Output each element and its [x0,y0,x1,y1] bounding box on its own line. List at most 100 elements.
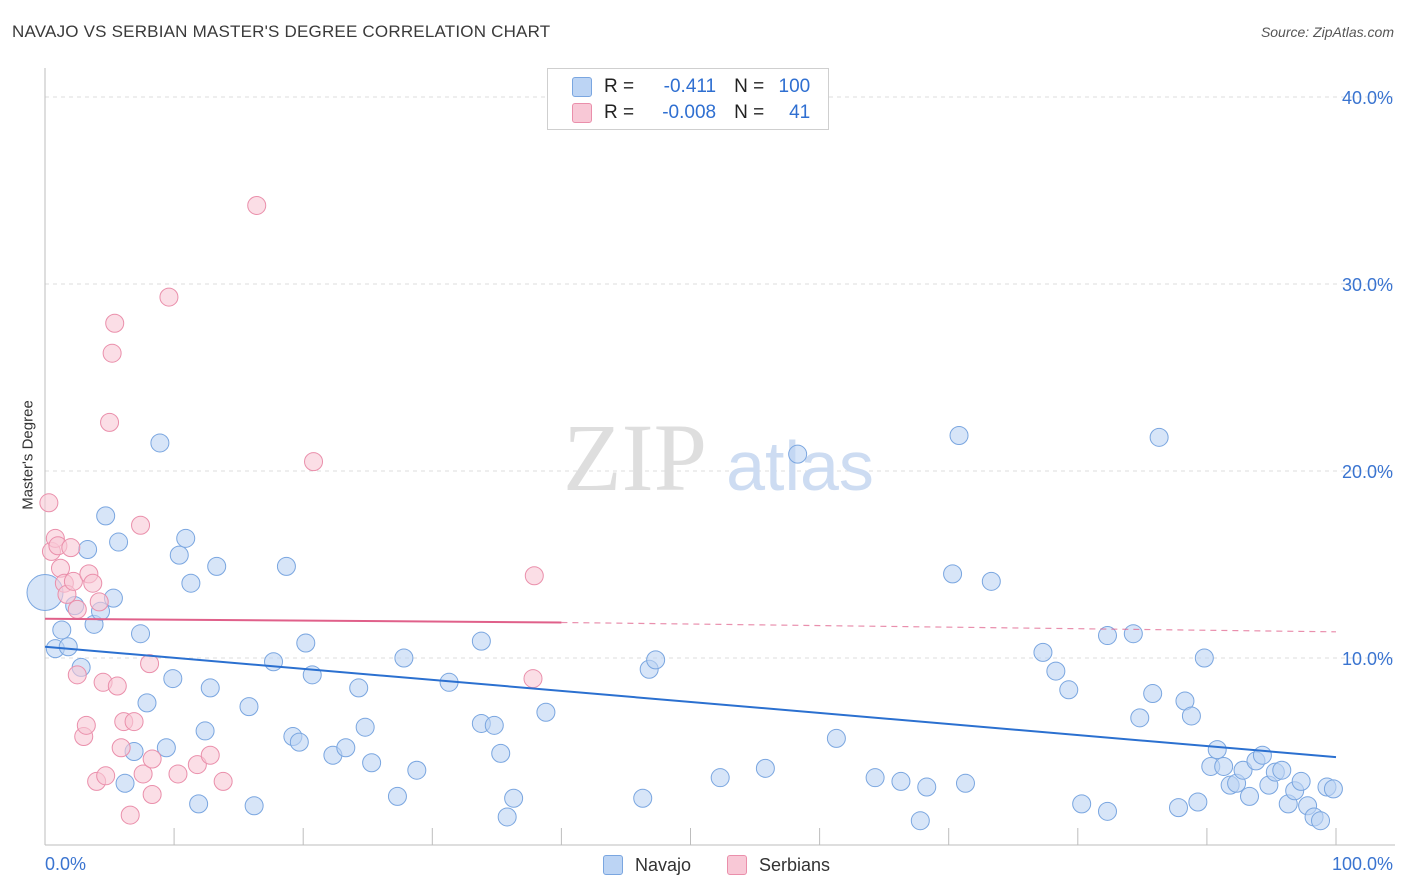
n-label: N = [734,102,765,123]
watermark: ZIP atlas [563,404,874,511]
navajo-point [289,732,309,752]
legend-item-serbians[interactable]: Serbians [727,852,830,878]
stats-legend-box: R = -0.411 N = 100 R = -0.008 N = 41 [547,68,829,130]
serbians-point [140,654,160,674]
navajo-point [1181,706,1201,726]
stats-row-serbians: R = -0.008 N = 41 [572,100,810,126]
navajo-point [78,540,98,560]
serbians-point [100,412,120,432]
x-tick-labels: 0.0% 100.0% [45,854,1393,874]
navajo-point [1143,684,1163,704]
navajo-point [955,773,975,793]
serbians-point [67,665,87,685]
navajo-point [1097,801,1117,821]
navajo-point [296,633,316,653]
navajo-point [1272,760,1292,780]
watermark-atlas: atlas [726,427,874,505]
navajo-point [788,444,808,464]
navajo-point [633,788,653,808]
serbians-point [89,592,109,612]
legend-swatch-serbians [727,855,747,875]
navajo-point [1233,760,1253,780]
navajo-point [137,693,157,713]
navajo-point [1240,786,1260,806]
navajo-point [1194,648,1214,668]
serbians-point [187,755,207,775]
serbians-trend-line [44,617,562,624]
navajo-point [336,738,356,758]
navajo-point [1059,680,1079,700]
serbians-point [133,764,153,784]
serbians-point [159,287,179,307]
y-tick-label: 10.0% [1342,649,1393,669]
navajo-point [163,669,183,689]
navajo-point [52,620,72,640]
navajo-n-value: 100 [778,76,811,97]
serbians-point [247,195,267,215]
serbians-point [120,805,140,825]
serbians-point [111,738,131,758]
navajo-point [115,773,135,793]
navajo-point [471,631,491,651]
navajo-point [1130,708,1150,728]
chart-title: NAVAJO VS SERBIAN MASTER'S DEGREE CORREL… [12,22,551,41]
navajo-point [355,717,375,737]
serbians-point [131,515,151,535]
navajo-trend-line [44,645,1337,759]
serbians-trend-extension [561,621,1337,633]
navajo-point [244,796,264,816]
navajo-point [497,807,517,827]
serbians-point [168,764,188,784]
navajo-point [1072,794,1092,814]
serbians-n-value: 41 [789,102,811,123]
navajo-point [264,652,284,672]
navajo-point [200,678,220,698]
navajo-point [504,788,524,808]
source-label: Source: ZipAtlas.com [1260,24,1394,40]
navajo-point [1123,624,1143,644]
navajo-point [176,528,196,548]
y-tick-labels: 10.0% 20.0% 30.0% 40.0% [1342,88,1393,669]
navajo-stat-swatch [572,77,592,97]
trend-lines [44,617,1337,759]
axes [44,68,1395,846]
series-serbians [39,195,544,825]
serbians-stat-swatch [572,103,592,123]
r-label: R = [604,102,635,123]
navajo-point [826,728,846,748]
navajo-point [484,715,504,735]
legend-label-navajo: Navajo [635,854,692,875]
navajo-point [1097,626,1117,646]
navajo-point [189,794,209,814]
navajo-point [387,786,407,806]
navajo-point [491,743,511,763]
navajo-point [1323,779,1343,799]
navajo-point [710,768,730,788]
serbians-point [142,785,162,805]
stats-row-navajo: R = -0.411 N = 100 [572,74,810,100]
navajo-point [943,564,963,584]
navajo-point [1046,661,1066,681]
navajo-point [207,556,227,576]
navajo-point [239,697,259,717]
navajo-point [394,648,414,668]
legend-swatch-navajo [603,855,623,875]
serbians-point [76,715,96,735]
serbians-point [96,766,116,786]
navajo-point [407,760,427,780]
navajo-point [58,637,78,657]
legend-item-navajo[interactable]: Navajo [603,852,691,878]
navajo-r-value: -0.411 [663,76,717,97]
navajo-point [195,721,215,741]
navajo-point [646,650,666,670]
navajo-point [755,758,775,778]
navajo-point [362,753,382,773]
navajo-point [891,771,911,791]
navajo-point [169,545,189,565]
serbians-point [304,452,324,472]
navajo-point [1149,427,1169,447]
navajo-point [910,811,930,831]
navajo-point [1252,745,1272,765]
navajo-point [181,573,201,593]
serbians-point [200,745,220,765]
